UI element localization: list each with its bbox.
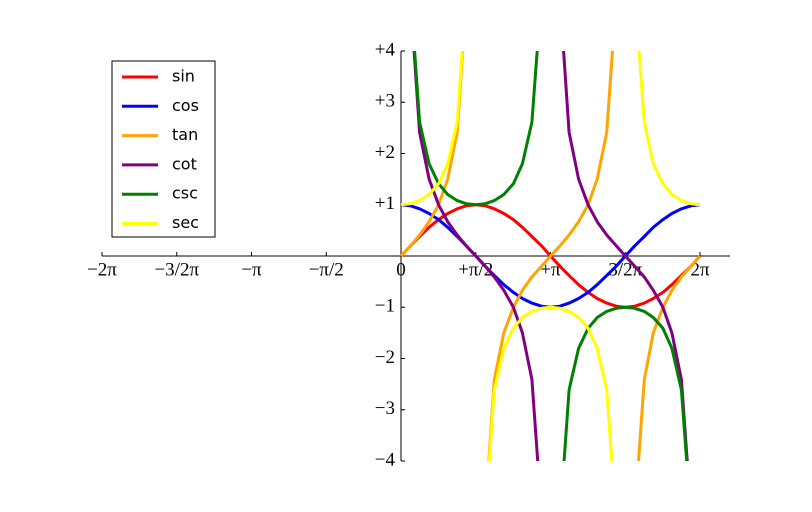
x-tick-label: −π/2 xyxy=(309,259,344,280)
legend-box xyxy=(111,60,216,238)
line-2 xyxy=(399,51,702,461)
legend-label: cot xyxy=(172,154,197,173)
line-4 xyxy=(413,51,689,461)
legend-label: sec xyxy=(172,213,199,232)
legend-label: csc xyxy=(172,184,198,203)
y-tick-label: +1 xyxy=(375,193,395,214)
x-tick-label: −3/2π xyxy=(154,259,199,280)
legend-label: sin xyxy=(172,67,195,86)
legend-label: tan xyxy=(172,125,198,144)
legend-label: cos xyxy=(172,96,199,115)
y-tick-label: +3 xyxy=(375,91,395,112)
y-tick-label: −1 xyxy=(375,296,395,317)
line-3 xyxy=(412,51,689,461)
line-5 xyxy=(400,51,701,461)
plot-area xyxy=(399,51,702,461)
y-tick-label: +2 xyxy=(375,142,395,163)
x-tick-label: +π xyxy=(540,259,561,280)
y-tick-label: −4 xyxy=(375,449,396,470)
y-tick-label: −3 xyxy=(375,398,395,419)
x-tick-label: −π xyxy=(241,259,262,280)
x-tick-label: 0 xyxy=(396,259,406,280)
x-tick-label: 2π xyxy=(690,259,710,280)
y-tick-label: −2 xyxy=(375,347,395,368)
y-tick-label: +4 xyxy=(375,39,396,60)
x-tick-label: −2π xyxy=(87,259,117,280)
